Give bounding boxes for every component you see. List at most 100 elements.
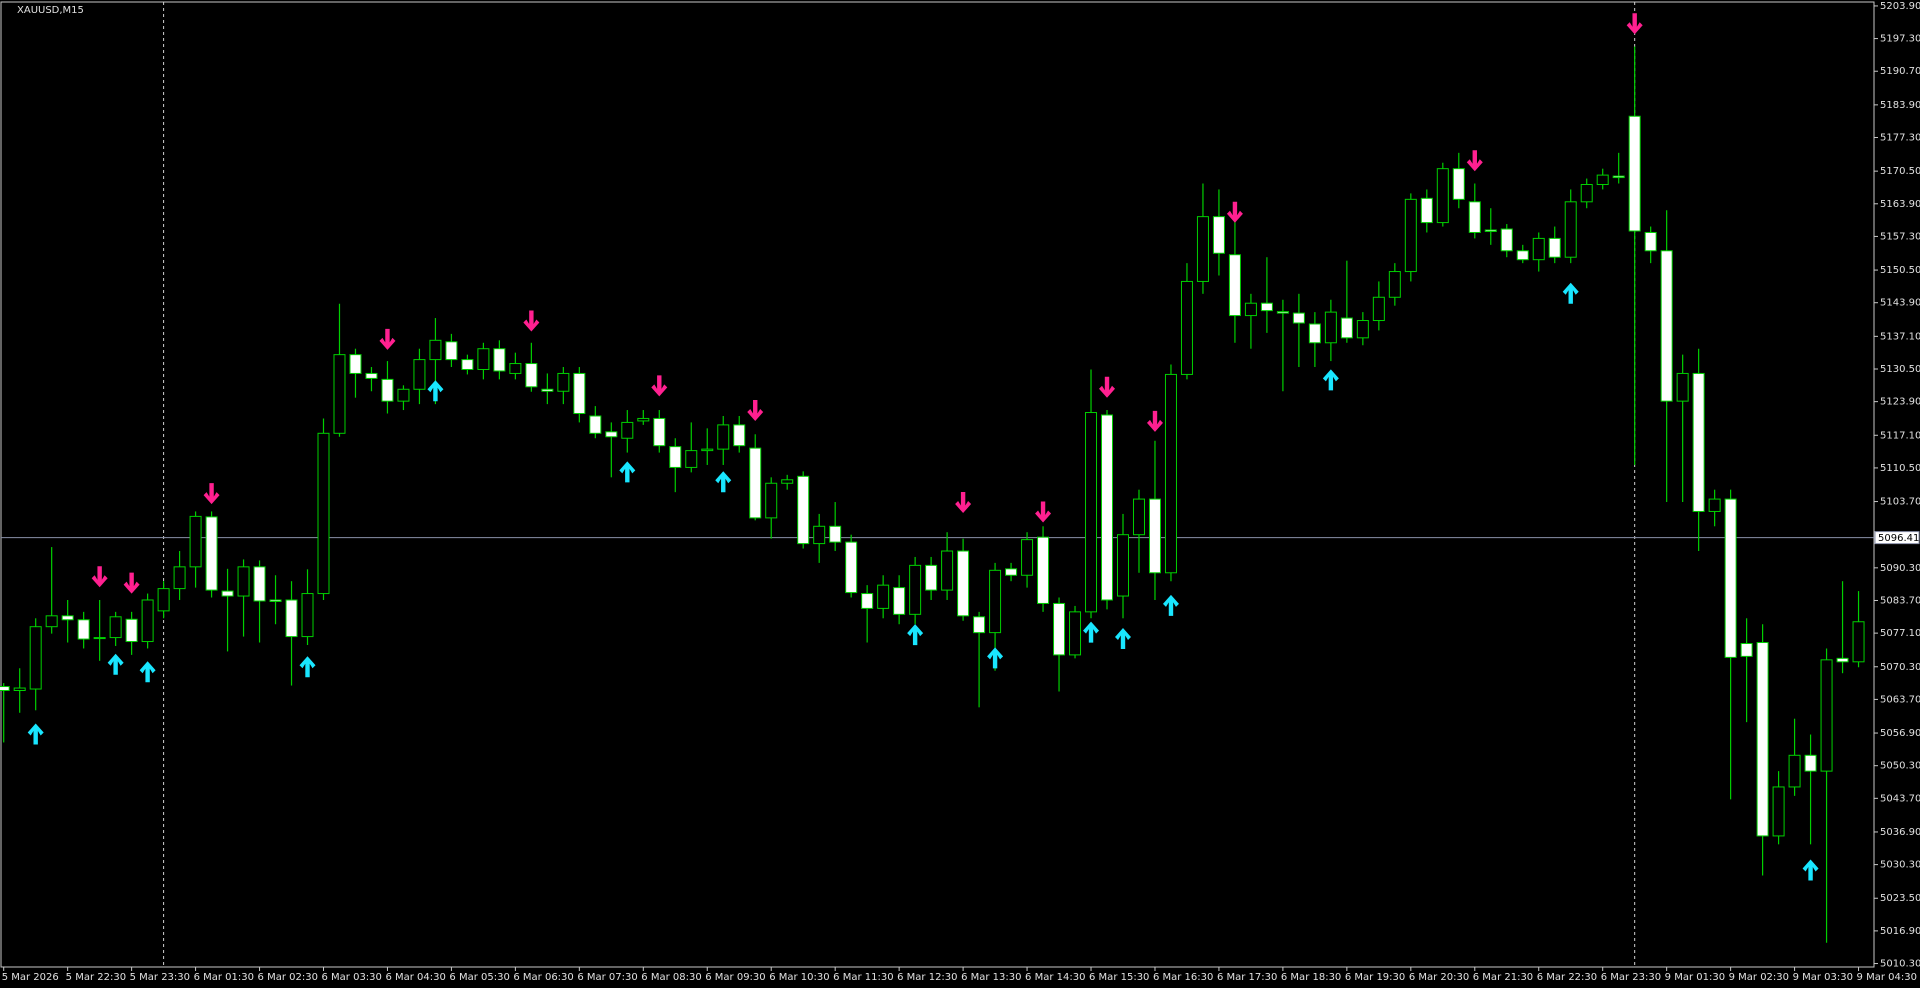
candle-body (1276, 311, 1289, 314)
y-tick-label: 5190.70 (1880, 66, 1920, 77)
y-tick-label: 5177.30 (1880, 133, 1920, 144)
candle-body (413, 359, 426, 390)
candle-body (205, 516, 218, 591)
buy-arrow (1802, 859, 1819, 881)
buy-arrow (907, 624, 924, 646)
x-tick-label: 6 Mar 23:30 (1601, 972, 1661, 983)
candle-body (1500, 228, 1513, 252)
candle-body (1037, 536, 1050, 604)
y-tick-label: 5056.90 (1880, 728, 1920, 739)
y-tick-label: 5023.50 (1880, 893, 1920, 904)
candle-body (285, 599, 298, 638)
candle-body (941, 550, 954, 591)
candle-body (813, 525, 826, 545)
candle-body (77, 619, 90, 640)
candle-body (1596, 174, 1609, 185)
x-tick-label: 6 Mar 14:30 (1025, 972, 1085, 983)
sell-arrow (1466, 150, 1483, 172)
candle-body (29, 626, 42, 690)
sell-arrow (1226, 201, 1243, 223)
candle-body (717, 424, 730, 450)
candle-body (621, 421, 634, 439)
candle-body (253, 566, 266, 602)
buy-arrow (139, 661, 156, 683)
candle-body (0, 686, 10, 692)
candle-body (317, 432, 330, 595)
candle-body (109, 616, 122, 639)
y-tick-label: 5063.70 (1880, 694, 1920, 705)
x-tick-label: 6 Mar 11:30 (833, 972, 893, 983)
candle-body (1244, 302, 1257, 317)
x-tick-label: 6 Mar 10:30 (769, 972, 829, 983)
y-tick-label: 5050.30 (1880, 761, 1920, 772)
sell-arrow (523, 310, 540, 332)
candle-body (653, 417, 666, 447)
buy-arrow (1562, 282, 1579, 304)
y-tick-label: 5103.70 (1880, 497, 1920, 508)
buy-arrow (1083, 621, 1100, 643)
y-tick-label: 5070.30 (1880, 662, 1920, 673)
candle-body (1820, 659, 1833, 772)
sell-arrow (203, 483, 220, 505)
candle-body (269, 599, 282, 602)
candle-body (557, 372, 570, 392)
candle-body (893, 587, 906, 615)
candle-body (525, 363, 538, 388)
candle-body (1212, 216, 1225, 254)
candle-body (1164, 373, 1177, 574)
candle-body (1388, 271, 1401, 298)
x-tick-label: 6 Mar 16:30 (1153, 972, 1213, 983)
candle-body (1260, 302, 1273, 312)
x-tick-label: 6 Mar 05:30 (449, 972, 509, 983)
x-tick-label: 6 Mar 15:30 (1089, 972, 1149, 983)
candle-body (1005, 568, 1018, 576)
x-tick-label: 6 Mar 17:30 (1217, 972, 1277, 983)
candle-body (477, 348, 490, 370)
buy-arrow (619, 461, 636, 483)
x-tick-label: 6 Mar 19:30 (1345, 972, 1405, 983)
candle-body (1740, 643, 1753, 657)
buy-arrow (715, 471, 732, 493)
x-tick-label: 6 Mar 12:30 (897, 972, 957, 983)
y-tick-label: 5163.90 (1880, 199, 1920, 210)
candle-body (1836, 657, 1849, 663)
candle-body (1724, 498, 1737, 658)
candle-body (349, 354, 362, 374)
candle-body (685, 450, 698, 468)
candle-body (589, 415, 602, 434)
candle-body (1660, 250, 1673, 402)
candle-body (1756, 642, 1769, 837)
y-tick-label: 5123.90 (1880, 397, 1920, 408)
candle-body (93, 637, 106, 640)
candle-body (429, 339, 442, 361)
x-tick-label: 9 Mar 01:30 (1665, 972, 1725, 983)
candle-body (1628, 115, 1641, 232)
candle-body (765, 482, 778, 519)
candle-body (445, 341, 458, 361)
candle-body (365, 372, 378, 379)
y-tick-label: 5130.50 (1880, 364, 1920, 375)
candle-body (861, 593, 874, 609)
y-tick-label: 5197.30 (1880, 34, 1920, 45)
sell-arrow (123, 572, 140, 594)
candle-body (1468, 201, 1481, 233)
x-tick-label: 6 Mar 02:30 (258, 972, 318, 983)
candle-body (973, 616, 986, 634)
candle-body (1292, 312, 1305, 324)
candle-body (1436, 168, 1449, 224)
sell-arrow (1146, 410, 1163, 432)
candle-body (157, 588, 170, 612)
candle-body (1340, 317, 1353, 339)
buy-arrow (27, 723, 44, 745)
candle-body (237, 566, 250, 597)
candle-body (1484, 229, 1497, 232)
candle-body (1420, 197, 1433, 224)
x-tick-label: 6 Mar 04:30 (385, 972, 445, 983)
y-tick-label: 5036.90 (1880, 827, 1920, 838)
candle-body (1085, 412, 1098, 613)
candle-body (1356, 320, 1369, 339)
candle-body (1117, 534, 1129, 597)
candle-body (1053, 602, 1066, 656)
candle-body (1180, 280, 1193, 375)
